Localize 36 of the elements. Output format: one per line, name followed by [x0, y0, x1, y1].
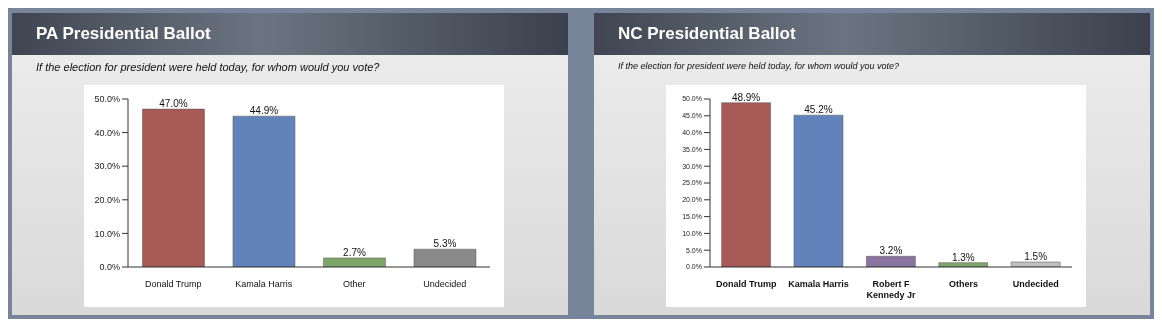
x-tick-label: Donald Trump — [715, 278, 777, 289]
y-tick-label: 0.0% — [99, 261, 120, 272]
y-tick-label: 20.0% — [94, 194, 120, 205]
data-label: 45.2% — [804, 103, 833, 115]
bar — [413, 248, 477, 267]
chart-title: PA Presidential Ballot — [12, 12, 568, 55]
bar — [323, 257, 386, 267]
data-label: 1.3% — [951, 251, 975, 263]
data-label: 2.7% — [343, 246, 366, 258]
bar — [793, 114, 844, 267]
bar — [142, 108, 205, 267]
x-tick-label: Others — [948, 278, 978, 289]
x-tick-label: Kamala Harris — [788, 278, 849, 289]
y-tick-label: 10.0% — [94, 228, 120, 239]
x-tick-label: Undecided — [423, 278, 467, 289]
chart-subtitle: If the election for president were held today, for whom would you vote? — [35, 59, 381, 75]
data-label: 48.9% — [731, 91, 761, 103]
data-label: 3.2% — [879, 244, 903, 256]
data-label: 47.0% — [159, 97, 188, 109]
x-tick-label: Donald Trump — [144, 278, 202, 289]
bar — [866, 255, 916, 267]
chart-title: NC Presidential Ballot — [594, 12, 1150, 55]
data-label: 1.5% — [1024, 250, 1048, 262]
bar — [721, 101, 771, 267]
x-tick-label: Robert F Kennedy Jr — [866, 278, 916, 300]
data-label: 44.9% — [249, 104, 279, 116]
y-tick-label: 50.0% — [94, 93, 120, 104]
y-tick-label: 30.0% — [94, 160, 120, 171]
chart-subtitle: If the election for president were held today, for whom would you vote? — [617, 59, 900, 73]
x-tick-label: Kamala Harris — [235, 278, 293, 289]
x-tick-label: Undecided — [1012, 278, 1059, 289]
bar — [1010, 261, 1061, 267]
y-tick-label: 40.0% — [94, 127, 120, 138]
bar — [232, 115, 296, 267]
x-tick-label: Other — [342, 278, 366, 289]
data-label: 5.3% — [433, 237, 457, 249]
